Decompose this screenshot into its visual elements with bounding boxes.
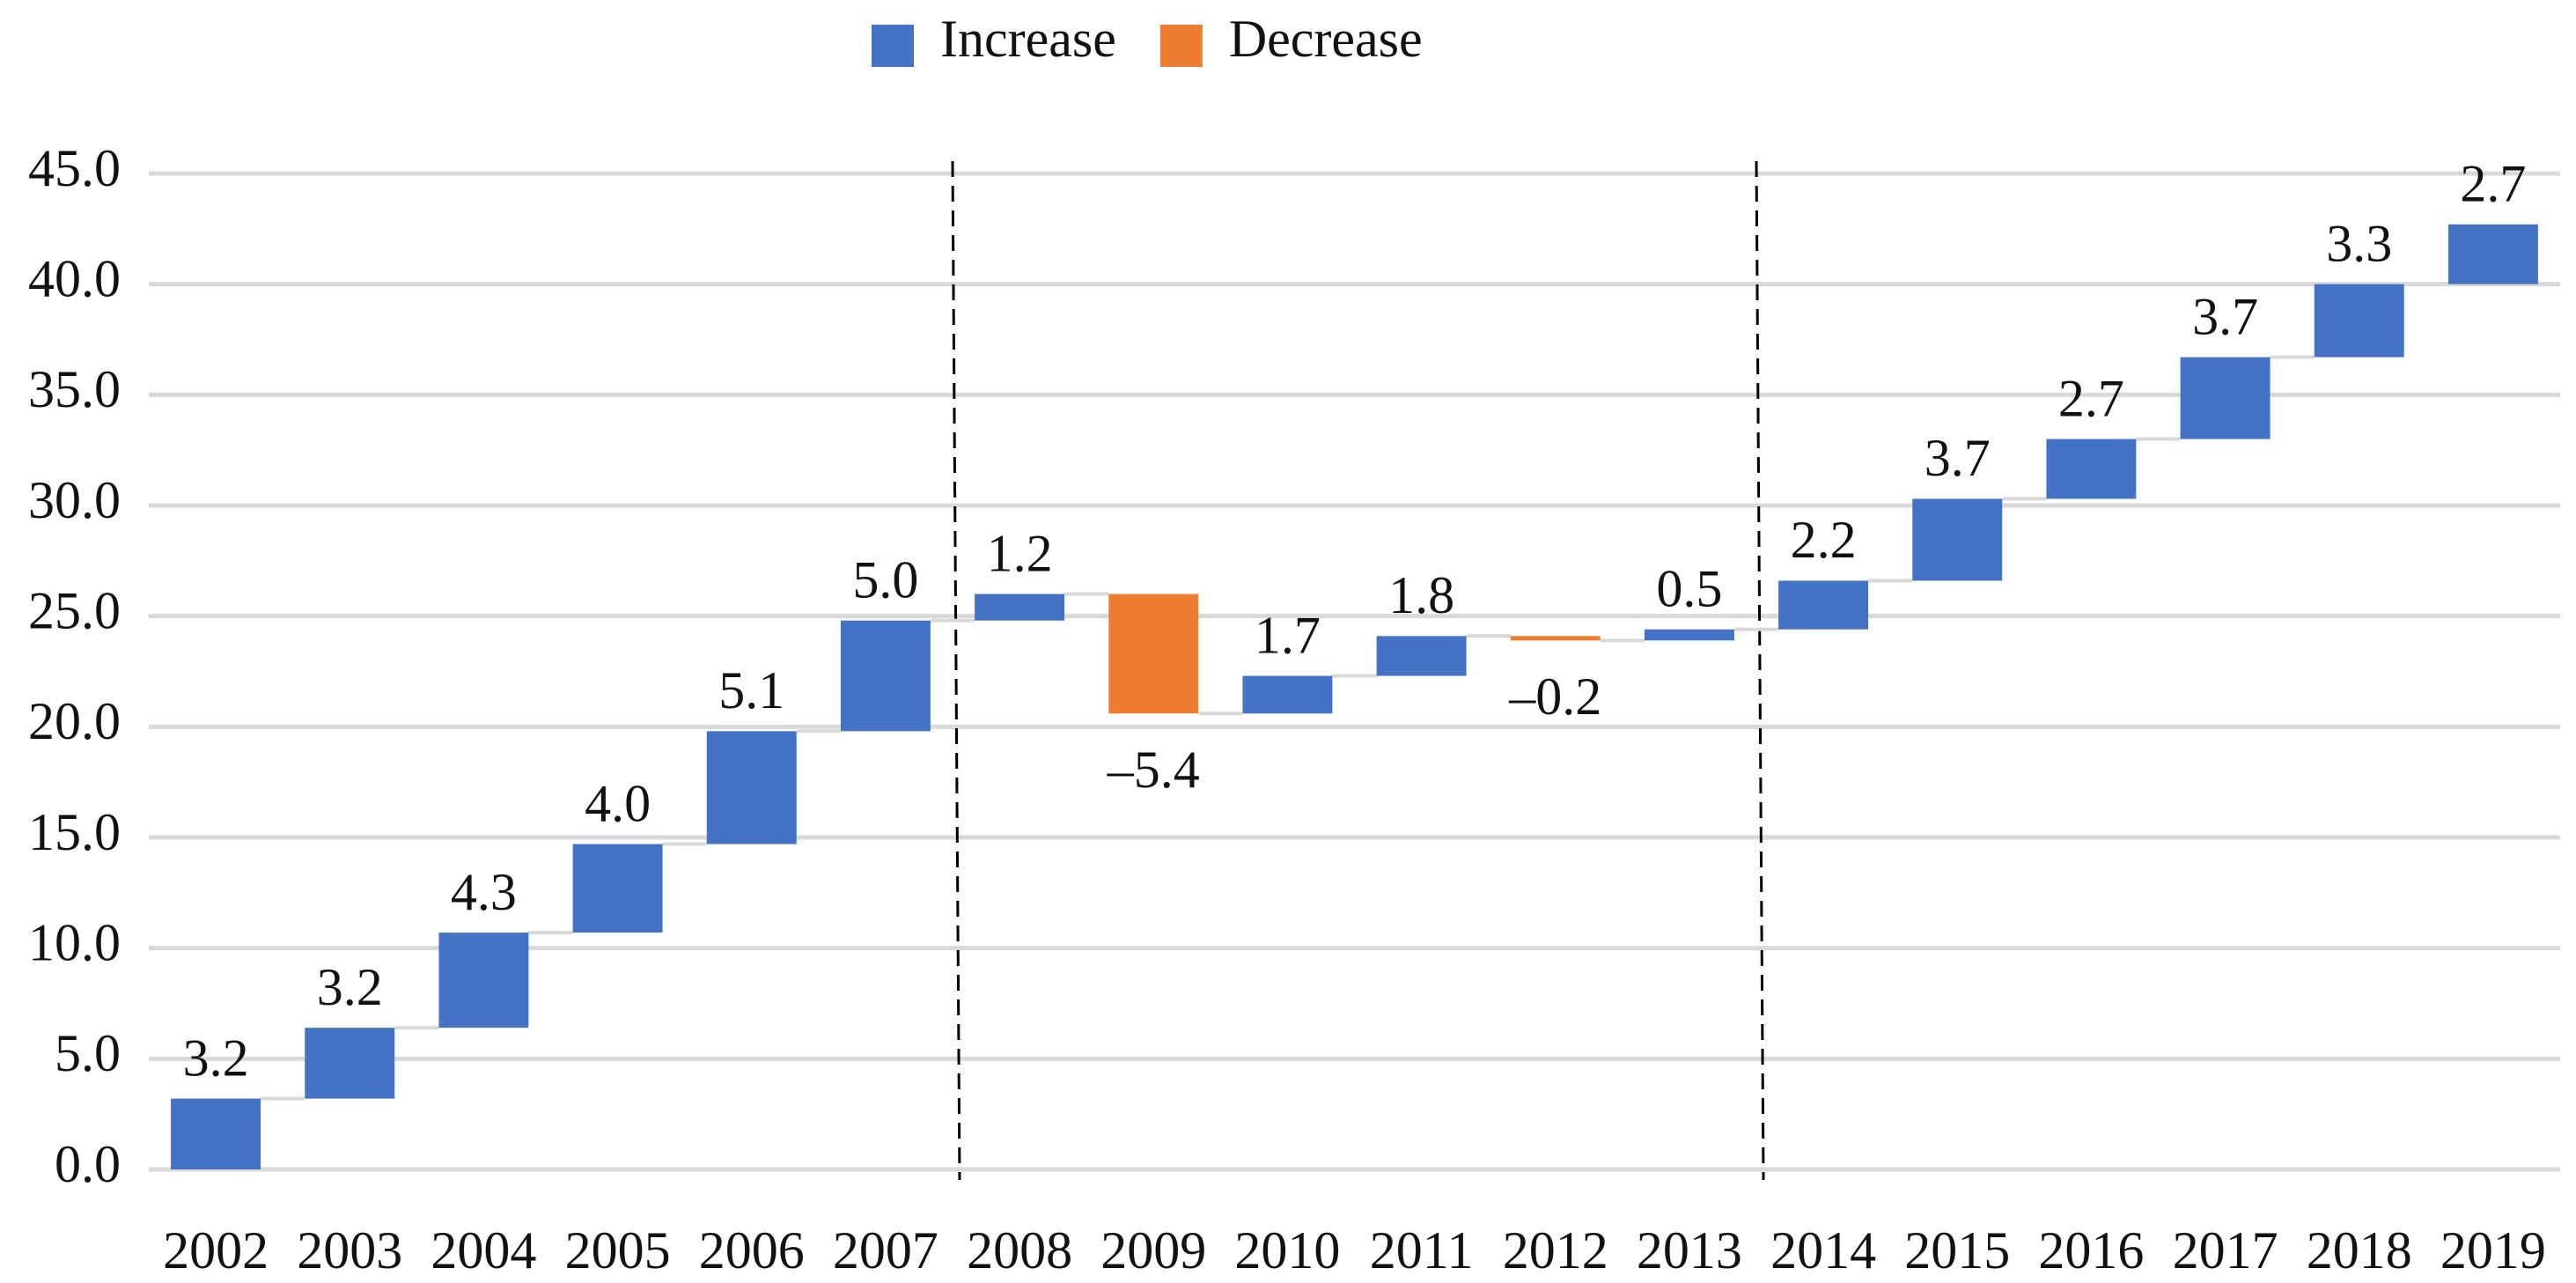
value-label: 3.3: [2326, 214, 2392, 272]
period-divider: [951, 160, 961, 1181]
value-label: 1.2: [987, 524, 1053, 582]
value-label: 1.7: [1255, 606, 1321, 664]
x-tick-label: 2011: [1370, 1221, 1474, 1279]
x-tick-label: 2003: [297, 1221, 402, 1279]
bar: [2447, 224, 2538, 284]
x-tick-label: 2014: [1770, 1221, 1876, 1279]
x-tick-label: 2004: [431, 1221, 536, 1279]
y-tick-label: 5.0: [55, 1024, 121, 1082]
value-label: –5.4: [1107, 741, 1200, 799]
bar: [840, 620, 931, 732]
legend-swatch: [872, 25, 914, 67]
bar: [572, 844, 663, 933]
value-label: 5.0: [852, 550, 918, 608]
y-tick-label: 45.0: [28, 139, 121, 197]
bar: [1778, 580, 1869, 630]
value-label: –0.2: [1508, 667, 1601, 726]
value-label: 1.8: [1388, 566, 1454, 624]
x-tick-label: 2012: [1503, 1221, 1608, 1279]
bar: [438, 933, 529, 1029]
bar: [1376, 636, 1467, 676]
x-tick-label: 2018: [2307, 1221, 2412, 1279]
y-tick-label: 20.0: [28, 692, 121, 750]
x-tick-label: 2006: [699, 1221, 805, 1279]
bar: [706, 731, 797, 844]
bar: [1644, 629, 1734, 641]
value-label: 2.7: [2058, 369, 2124, 427]
x-tick-label: 2017: [2173, 1221, 2278, 1279]
y-tick-label: 35.0: [28, 360, 121, 418]
y-tick-label: 30.0: [28, 471, 121, 529]
x-tick-label: 2005: [565, 1221, 671, 1279]
x-tick-label: 2019: [2440, 1221, 2546, 1279]
x-tick-label: 2007: [833, 1221, 938, 1279]
x-tick-label: 2010: [1234, 1221, 1340, 1279]
bar: [1108, 594, 1199, 714]
legend-label: Increase: [940, 10, 1116, 68]
value-label: 0.5: [1656, 560, 1722, 618]
value-label: 3.2: [183, 1029, 249, 1087]
x-tick-label: 2009: [1100, 1221, 1206, 1279]
y-tick-label: 40.0: [28, 249, 121, 307]
bar: [2314, 284, 2404, 358]
period-divider: [1755, 160, 1765, 1181]
value-label: 3.7: [1925, 429, 1991, 487]
y-tick-label: 0.0: [55, 1135, 121, 1193]
bar: [305, 1028, 395, 1099]
bar: [2046, 439, 2137, 499]
value-label: 2.2: [1791, 511, 1857, 569]
bar: [1242, 675, 1333, 714]
bar: [1912, 498, 2003, 581]
value-label: 5.1: [718, 661, 784, 719]
value-label: 3.2: [317, 958, 383, 1016]
x-tick-label: 2016: [2038, 1221, 2144, 1279]
value-label: 4.0: [585, 774, 651, 832]
y-tick-label: 25.0: [28, 581, 121, 639]
value-label: 2.7: [2460, 155, 2526, 213]
value-label: 3.7: [2192, 287, 2258, 345]
bar: [1510, 636, 1601, 641]
value-label: 4.3: [451, 863, 517, 921]
x-tick-label: 2008: [967, 1221, 1072, 1279]
legend-label: Decrease: [1229, 10, 1423, 68]
bar: [975, 594, 1065, 621]
bar: [171, 1098, 261, 1169]
y-tick-label: 10.0: [28, 913, 121, 971]
y-tick-label: 15.0: [28, 803, 121, 861]
legend-swatch: [1159, 25, 1203, 67]
x-tick-label: 2015: [1904, 1221, 2010, 1279]
x-tick-label: 2002: [163, 1221, 269, 1279]
x-tick-label: 2013: [1637, 1221, 1742, 1279]
bar: [2180, 357, 2271, 439]
